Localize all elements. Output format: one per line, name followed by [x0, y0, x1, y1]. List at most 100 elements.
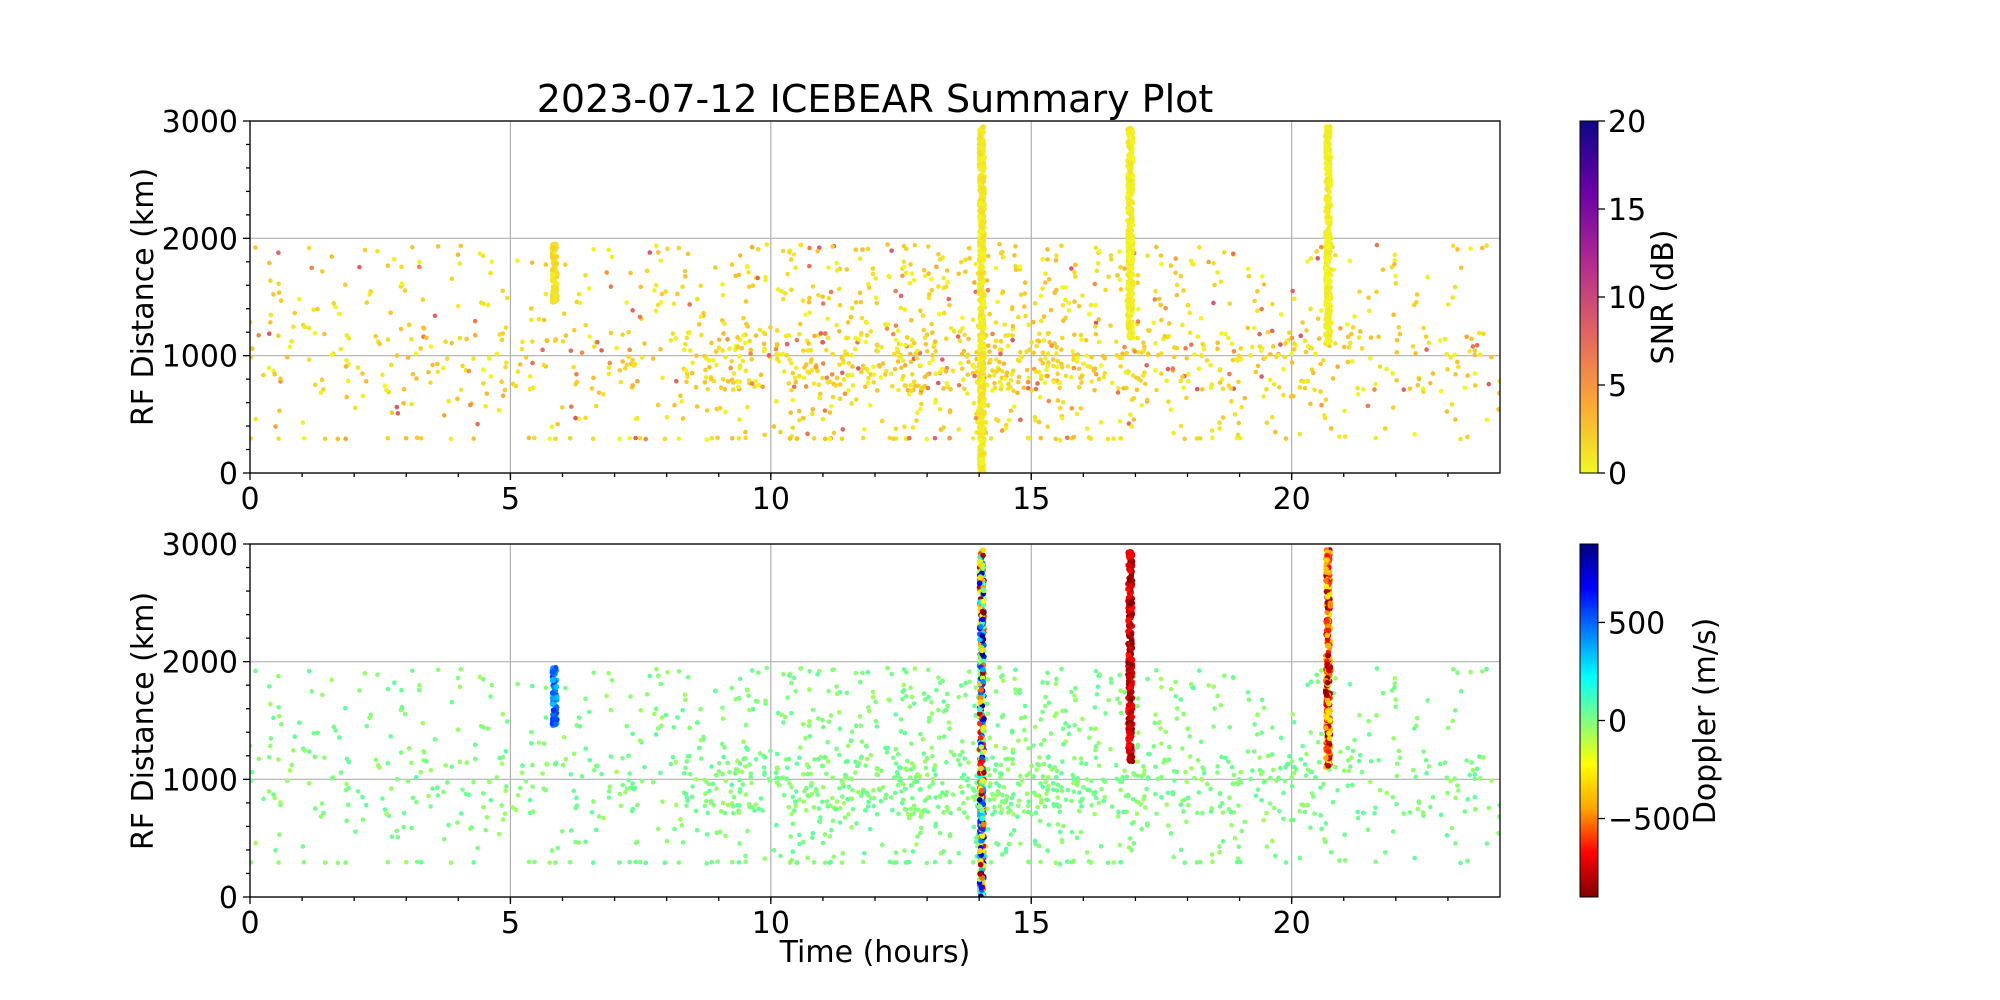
snr-point	[1259, 374, 1264, 379]
snr-point	[1047, 340, 1052, 345]
doppler-point	[794, 860, 800, 865]
snr-point	[1318, 361, 1323, 367]
doppler-point	[385, 686, 391, 692]
doppler-point	[986, 766, 991, 772]
doppler-point	[865, 669, 871, 675]
snr-point	[780, 248, 786, 254]
snr-point	[875, 343, 880, 348]
snr-point	[753, 378, 759, 384]
doppler-point	[277, 832, 282, 837]
snr-point	[871, 364, 876, 369]
doppler-point	[791, 675, 797, 681]
snr-point	[1346, 345, 1352, 350]
snr-point	[1145, 253, 1150, 258]
snr-point	[680, 284, 685, 290]
doppler-point	[958, 784, 963, 790]
doppler-point	[906, 815, 912, 821]
doppler-point	[1192, 775, 1197, 781]
snr-point	[893, 323, 899, 328]
snr-point	[684, 379, 689, 385]
snr-point	[658, 258, 664, 263]
snr-point	[1038, 435, 1043, 441]
snr-point	[1324, 213, 1331, 219]
doppler-point	[360, 794, 365, 800]
doppler-point	[794, 761, 800, 767]
snr-point	[1049, 343, 1054, 348]
snr-point	[935, 380, 941, 386]
doppler-point	[950, 792, 956, 797]
doppler-point	[549, 689, 556, 696]
doppler-point	[743, 722, 749, 728]
doppler-point	[1063, 721, 1068, 726]
doppler-point	[1069, 689, 1074, 695]
snr-point	[1394, 337, 1400, 343]
snr-point	[500, 288, 506, 294]
doppler-point	[1297, 855, 1303, 861]
doppler-point	[1486, 805, 1492, 811]
doppler-point	[1199, 810, 1205, 816]
doppler-point	[563, 756, 569, 762]
doppler-point	[1278, 735, 1284, 741]
snr-point	[1444, 409, 1450, 414]
doppler-point	[1165, 823, 1171, 828]
doppler-point	[820, 724, 826, 730]
snr-point	[360, 393, 366, 399]
doppler-point	[690, 784, 695, 789]
doppler-point	[1141, 764, 1146, 769]
snr-point	[981, 325, 987, 331]
doppler-point	[1066, 724, 1072, 729]
doppler-point	[653, 706, 659, 712]
snr-point	[1304, 328, 1309, 333]
snr-point	[1323, 266, 1329, 273]
snr-point	[860, 435, 866, 441]
snr-point	[790, 370, 796, 376]
snr-point	[1024, 349, 1029, 355]
doppler-point	[1230, 781, 1236, 786]
doppler-point	[1416, 800, 1422, 806]
doppler-point	[822, 754, 828, 760]
doppler-point	[1055, 782, 1061, 788]
snr-point	[1326, 244, 1332, 251]
doppler-point	[970, 859, 976, 865]
doppler-point	[319, 801, 325, 806]
snr-point	[1059, 243, 1064, 249]
doppler-point	[909, 694, 915, 700]
doppler-point	[1115, 696, 1120, 702]
snr-point	[1042, 280, 1048, 285]
snr-point	[1073, 274, 1078, 279]
snr-point	[536, 316, 542, 322]
snr-point	[674, 378, 679, 384]
snr-point	[803, 384, 809, 389]
doppler-point	[596, 814, 602, 819]
doppler-point	[822, 860, 828, 866]
doppler-point	[922, 759, 928, 764]
snr-point	[941, 310, 947, 316]
doppler-point	[797, 841, 802, 847]
snr-point	[797, 373, 802, 379]
doppler-point	[1021, 809, 1027, 814]
doppler-point	[999, 807, 1004, 812]
doppler-point	[609, 677, 615, 683]
doppler-point	[1289, 783, 1295, 789]
snr-point	[1154, 244, 1159, 250]
doppler-point	[995, 842, 1001, 847]
snr-point	[571, 327, 577, 333]
doppler-point	[296, 720, 302, 726]
snr-point	[1291, 296, 1297, 302]
doppler-point	[739, 769, 745, 775]
doppler-point	[921, 691, 927, 696]
doppler-point	[583, 746, 589, 751]
snr-point	[1257, 331, 1262, 337]
snr-point	[909, 372, 915, 377]
snr-point	[874, 388, 880, 393]
snr-point	[1125, 278, 1132, 285]
doppler-point	[527, 797, 533, 803]
doppler-point	[458, 811, 464, 816]
doppler-point	[1017, 687, 1023, 693]
snr-point	[338, 346, 344, 352]
snr-point	[922, 335, 928, 341]
snr-point	[1051, 363, 1056, 369]
doppler-point	[877, 787, 883, 793]
doppler-point	[630, 781, 635, 786]
snr-point	[528, 306, 534, 311]
